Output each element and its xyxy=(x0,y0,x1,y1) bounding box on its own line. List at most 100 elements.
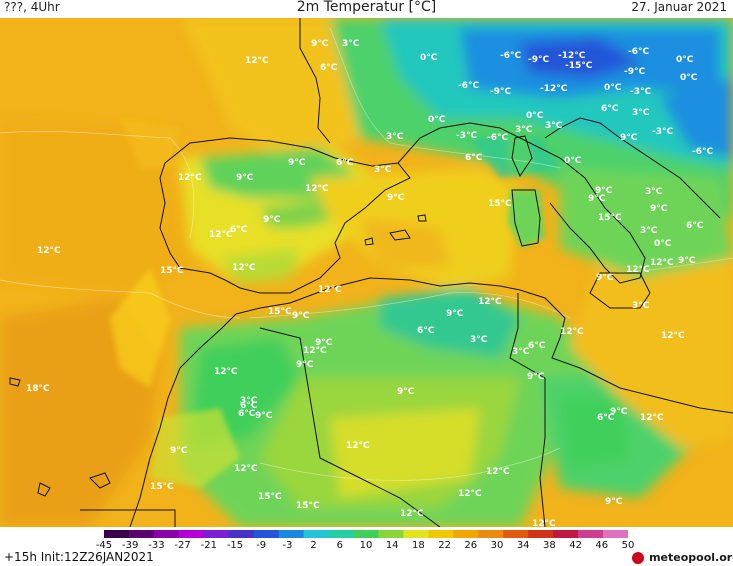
colorbar-tick-label: -33 xyxy=(148,540,165,551)
temperature-label: 6°C xyxy=(336,158,354,168)
temperature-label: 3°C xyxy=(632,108,650,118)
temperature-label: 3°C xyxy=(240,396,258,406)
temperature-label: 9°C xyxy=(588,194,606,204)
colorbar-swatch xyxy=(503,530,529,538)
colorbar-swatch xyxy=(228,530,255,538)
temperature-label: -9°C xyxy=(490,87,511,97)
temperature-label: 15°C xyxy=(488,199,512,209)
colorbar-tick-label: -15 xyxy=(226,540,244,551)
temperature-label: 12°C xyxy=(318,285,342,295)
temperature-label: 9°C xyxy=(650,204,668,214)
colorbar-swatch xyxy=(253,530,280,538)
temperature-label: 9°C xyxy=(610,407,628,417)
temperature-label: 15°C xyxy=(296,501,320,511)
colorbar-swatch xyxy=(453,530,479,538)
temperature-label: 12°C xyxy=(346,441,370,451)
temperature-label: 12°C xyxy=(400,509,424,519)
colorbar-swatch xyxy=(528,530,554,538)
temperature-label: 12°C xyxy=(458,489,482,499)
temperature-label: 9°C xyxy=(170,446,188,456)
meteopool-logo[interactable]: meteopool.org xyxy=(632,547,733,566)
temperature-label: -6°C xyxy=(692,147,713,157)
terrain-detail xyxy=(110,118,560,488)
temperature-label: 9°C xyxy=(620,133,638,143)
colorbar-swatch xyxy=(428,530,454,538)
temperature-label: 6°C xyxy=(528,341,546,351)
temperature-label: 9°C xyxy=(311,39,329,49)
colorbar-swatch xyxy=(378,530,404,538)
colorbar-swatch xyxy=(278,530,305,538)
colorbar-tick-label: 42 xyxy=(569,540,582,551)
temperature-label: 12°C xyxy=(178,173,202,183)
temperature-label: 12°C xyxy=(234,464,258,474)
temperature-label: 9°C xyxy=(236,173,254,183)
temperature-label: 12°C xyxy=(305,184,329,194)
colorbar-swatch xyxy=(578,530,604,538)
temperature-label: 6°C xyxy=(465,153,483,163)
temperature-label: 15°C xyxy=(258,492,282,502)
temperature-label: 12°C xyxy=(209,230,233,240)
temperature-label: 3°C xyxy=(470,335,488,345)
temperature-label: -3°C xyxy=(456,131,477,141)
colorbar-tick-label: 10 xyxy=(359,540,373,551)
colorbar-swatch xyxy=(153,530,180,538)
colorbar-tick-label: 38 xyxy=(543,540,556,551)
init-time-label: +15h Init:12Z26JAN2021 xyxy=(4,550,154,564)
temperature-label: 9°C xyxy=(315,338,333,348)
temperature-label: 15°C xyxy=(150,482,174,492)
colorbar-tick-label: 2 xyxy=(310,540,317,551)
colorbar-tick-label: 14 xyxy=(385,540,399,551)
temperature-label: 9°C xyxy=(595,186,613,196)
temperature-label: 0°C xyxy=(420,53,438,63)
temperature-label: -6°C xyxy=(458,81,479,91)
temperature-label: 0°C xyxy=(654,239,672,249)
temperature-label: 12°C xyxy=(478,297,502,307)
forecast-date: 27. Januar 2021 xyxy=(631,0,727,14)
temperature-label: -9°C xyxy=(624,67,645,77)
colorbar-swatch xyxy=(203,530,230,538)
temperature-labels: 12°C9°C 3°C6°C0°C -6°C -9°C -12°C-15°C-6°C0°… xyxy=(26,39,713,527)
temperature-label: 3°C xyxy=(374,165,392,175)
temperature-label: 12°C xyxy=(661,331,685,341)
colorbar-tick-label: 50 xyxy=(621,540,635,551)
temperature-label: 12°C xyxy=(214,367,238,377)
temperature-label: -6°C xyxy=(487,133,508,143)
temperature-label: 9°C xyxy=(263,215,281,225)
colorbar-swatch xyxy=(403,530,429,538)
colorbar-tick-label: 30 xyxy=(490,540,504,551)
temperature-label: -15°C xyxy=(565,61,593,71)
colorbar-swatch xyxy=(303,530,330,538)
colorbar-swatch xyxy=(553,530,579,538)
colorbar xyxy=(104,530,628,538)
colorbar-tick-label: 46 xyxy=(595,540,609,551)
forecast-time-label: ???, 4Uhr xyxy=(4,0,60,14)
temperature-label: -3°C xyxy=(652,127,673,137)
header-bar: ???, 4Uhr 2m Temperatur [°C] 27. Januar … xyxy=(0,0,733,18)
colorbar-swatch xyxy=(178,530,205,538)
temperature-label: 9°C xyxy=(678,256,696,266)
temperature-label: 0°C xyxy=(676,55,694,65)
temperature-label: 0°C xyxy=(680,73,698,83)
temperature-label: -12°C xyxy=(540,84,568,94)
temperature-label: 9°C xyxy=(527,372,545,382)
temperature-label: 15°C xyxy=(268,307,292,317)
colorbar-tick-label: -3 xyxy=(282,540,293,551)
temperature-label: -3°C xyxy=(630,87,651,97)
temperature-label: 3°C xyxy=(645,187,663,197)
colorbar-swatch xyxy=(104,530,130,538)
colorbar-swatch xyxy=(353,530,379,538)
colorbar-tick-label: 18 xyxy=(412,540,425,551)
temperature-label: -9°C xyxy=(528,55,549,65)
temperature-label: 6°C xyxy=(417,326,435,336)
temperature-label: 0°C xyxy=(428,115,446,125)
temperature-label: 12°C xyxy=(626,265,650,275)
temperature-label: 12°C xyxy=(232,263,256,273)
temperature-label: 6°C xyxy=(320,63,338,73)
temperature-field xyxy=(0,18,733,527)
temperature-label: 3°C xyxy=(632,301,650,311)
temperature-label: 3°C xyxy=(512,347,530,357)
map-title: 2m Temperatur [°C] xyxy=(296,0,437,15)
temperature-label: 9°C xyxy=(605,497,623,507)
colorbar-swatch xyxy=(603,530,628,538)
